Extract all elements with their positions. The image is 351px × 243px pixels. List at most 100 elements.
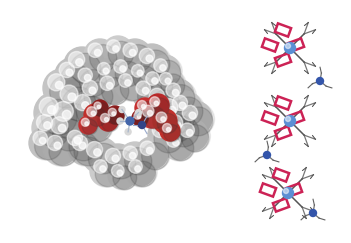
Circle shape xyxy=(180,123,194,137)
Circle shape xyxy=(126,117,134,125)
Ellipse shape xyxy=(154,110,179,134)
Circle shape xyxy=(37,114,53,131)
Circle shape xyxy=(114,60,127,73)
Circle shape xyxy=(83,113,97,127)
Circle shape xyxy=(100,113,110,122)
Circle shape xyxy=(162,79,194,111)
Circle shape xyxy=(115,61,141,87)
Circle shape xyxy=(90,119,96,126)
Circle shape xyxy=(172,95,187,111)
Circle shape xyxy=(106,106,124,124)
Circle shape xyxy=(178,101,212,135)
Circle shape xyxy=(284,189,289,193)
Circle shape xyxy=(168,106,176,114)
Circle shape xyxy=(161,99,178,116)
Circle shape xyxy=(88,108,107,127)
Ellipse shape xyxy=(151,56,182,86)
Circle shape xyxy=(63,126,97,160)
Circle shape xyxy=(43,131,77,165)
Circle shape xyxy=(120,75,146,101)
Circle shape xyxy=(105,118,108,122)
Ellipse shape xyxy=(104,37,135,67)
Circle shape xyxy=(153,109,177,133)
Ellipse shape xyxy=(177,120,210,152)
Ellipse shape xyxy=(56,82,98,122)
Circle shape xyxy=(150,97,160,107)
Ellipse shape xyxy=(136,45,172,79)
Circle shape xyxy=(147,94,169,116)
Circle shape xyxy=(82,137,118,173)
Circle shape xyxy=(135,44,169,78)
Circle shape xyxy=(168,135,194,161)
Ellipse shape xyxy=(92,101,109,117)
Circle shape xyxy=(32,110,68,146)
Circle shape xyxy=(166,114,183,131)
Circle shape xyxy=(134,112,141,119)
Circle shape xyxy=(168,91,202,125)
Ellipse shape xyxy=(44,132,80,166)
Circle shape xyxy=(55,58,89,92)
Circle shape xyxy=(152,78,158,84)
Circle shape xyxy=(79,116,97,134)
Circle shape xyxy=(43,69,81,107)
Circle shape xyxy=(41,99,77,135)
Circle shape xyxy=(39,97,58,116)
Circle shape xyxy=(130,49,136,56)
Ellipse shape xyxy=(109,162,138,190)
Circle shape xyxy=(47,135,62,151)
Circle shape xyxy=(165,115,192,142)
Circle shape xyxy=(163,101,195,133)
Circle shape xyxy=(98,62,110,75)
Circle shape xyxy=(55,81,63,89)
Circle shape xyxy=(58,124,66,132)
Circle shape xyxy=(62,110,71,119)
Circle shape xyxy=(146,148,153,154)
Circle shape xyxy=(264,151,271,158)
Circle shape xyxy=(46,112,84,150)
Circle shape xyxy=(139,102,155,119)
Circle shape xyxy=(132,110,148,126)
Circle shape xyxy=(101,114,119,131)
Ellipse shape xyxy=(157,95,197,133)
Circle shape xyxy=(51,117,68,134)
Circle shape xyxy=(96,72,128,104)
Circle shape xyxy=(285,116,291,122)
Circle shape xyxy=(123,146,137,160)
Circle shape xyxy=(103,68,109,74)
Circle shape xyxy=(174,97,203,126)
Circle shape xyxy=(146,55,153,62)
Circle shape xyxy=(137,115,140,118)
Circle shape xyxy=(159,72,172,85)
Circle shape xyxy=(136,137,168,169)
Circle shape xyxy=(99,64,123,88)
Circle shape xyxy=(94,160,107,173)
Circle shape xyxy=(101,144,135,178)
Circle shape xyxy=(156,95,163,102)
Circle shape xyxy=(154,124,183,153)
Circle shape xyxy=(105,148,120,164)
Circle shape xyxy=(145,84,179,118)
Ellipse shape xyxy=(160,110,193,142)
Circle shape xyxy=(138,101,146,110)
Circle shape xyxy=(76,96,107,127)
Circle shape xyxy=(70,53,101,84)
Circle shape xyxy=(138,83,165,110)
Ellipse shape xyxy=(102,145,138,179)
Circle shape xyxy=(139,102,165,128)
Ellipse shape xyxy=(163,112,201,148)
Circle shape xyxy=(84,82,113,111)
Circle shape xyxy=(85,122,88,125)
Circle shape xyxy=(125,148,152,175)
Circle shape xyxy=(136,81,150,95)
Circle shape xyxy=(95,161,121,187)
Circle shape xyxy=(159,109,191,141)
Circle shape xyxy=(160,121,180,141)
Circle shape xyxy=(181,125,209,152)
Circle shape xyxy=(107,150,136,179)
Circle shape xyxy=(139,122,146,129)
Ellipse shape xyxy=(120,143,153,175)
Ellipse shape xyxy=(163,80,197,112)
Ellipse shape xyxy=(80,110,113,142)
Circle shape xyxy=(119,39,151,71)
Circle shape xyxy=(74,95,91,111)
